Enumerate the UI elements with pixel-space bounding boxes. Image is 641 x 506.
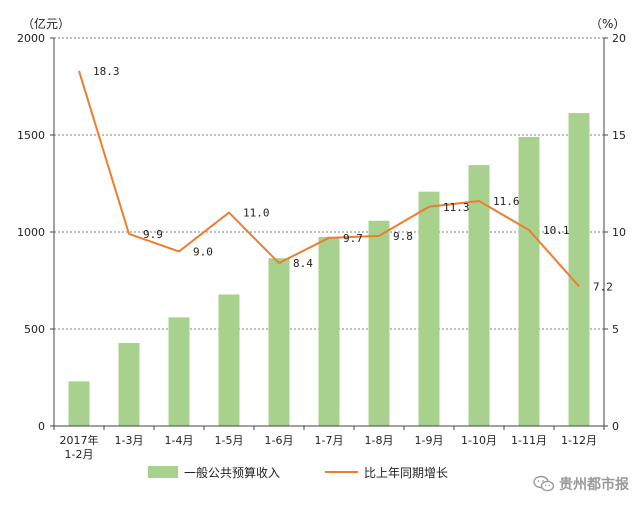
bar-series <box>68 113 590 426</box>
wechat-icon <box>533 475 555 492</box>
y-right-tick-label: 20 <box>612 32 626 45</box>
legend: 一般公共预算收入 比上年同期增长 <box>148 465 448 480</box>
growth-line <box>78 70 580 287</box>
line-data-label: 11.0 <box>243 207 270 220</box>
line-data-label: 10.1 <box>543 224 570 237</box>
axes: 0 500 1000 1500 2000 0 5 10 15 20 2017年 1-2月 1-3月 1-4… <box>17 32 626 461</box>
bar <box>68 381 90 426</box>
legend-line-label: 比上年同期增长 <box>364 466 448 480</box>
x-tick-label: 1-9月 <box>415 434 444 447</box>
line-series: 18.3 9.9 9.0 11.0 8.4 9.7 9.8 11.3 11.6 10.1 7.2 <box>78 65 613 293</box>
x-tick-label: 1-3月 <box>115 434 144 447</box>
bar <box>268 258 290 426</box>
x-tick-label: 1-7月 <box>315 434 344 447</box>
line-data-label: 9.0 <box>193 245 213 258</box>
bar <box>118 342 140 426</box>
bar <box>418 191 440 426</box>
line-data-label: 11.6 <box>493 195 520 208</box>
bar <box>318 236 340 426</box>
line-data-label: 9.8 <box>393 230 413 243</box>
bar <box>168 317 190 426</box>
x-tick-label: 1-8月 <box>365 434 394 447</box>
bar <box>518 136 540 426</box>
legend-bar-label: 一般公共预算收入 <box>184 465 280 480</box>
x-tick-label: 1-12月 <box>561 434 597 447</box>
watermark: 贵州都市报 <box>533 474 629 494</box>
legend-bar-swatch <box>148 466 178 478</box>
y-left-tick-label: 2000 <box>17 32 45 45</box>
x-tick-label: 2017年 1-2月 <box>60 433 99 461</box>
y-right-tick-label: 10 <box>612 226 626 239</box>
line-data-label: 9.9 <box>143 228 163 241</box>
line-data-label: 8.4 <box>293 257 313 270</box>
x-tick-label: 1-4月 <box>165 434 194 447</box>
y-left-tick-label: 1000 <box>17 226 45 239</box>
y-left-tick-label: 1500 <box>17 129 45 142</box>
x-tick-label: 1-6月 <box>265 434 294 447</box>
x-tick-label: 1-11月 <box>511 434 547 447</box>
line-data-label: 9.7 <box>343 232 363 245</box>
line-data-label: 7.2 <box>593 280 613 293</box>
bar <box>218 294 240 426</box>
y-left-tick-label: 0 <box>38 420 45 433</box>
watermark-text: 贵州都市报 <box>559 477 629 493</box>
y-left-tick-label: 500 <box>24 323 45 336</box>
line-data-label: 11.3 <box>443 201 470 214</box>
bar <box>468 165 490 426</box>
y-right-tick-label: 15 <box>612 129 626 142</box>
y-right-tick-label: 0 <box>612 420 619 433</box>
y-left-unit: （亿元） <box>22 16 70 31</box>
y-right-unit: （%） <box>590 17 625 31</box>
line-data-label: 18.3 <box>93 65 120 78</box>
bar <box>568 113 590 426</box>
bar <box>368 220 390 426</box>
x-tick-label: 1-5月 <box>215 434 244 447</box>
x-tick-label: 1-10月 <box>461 434 497 447</box>
y-right-tick-label: 5 <box>612 323 619 336</box>
